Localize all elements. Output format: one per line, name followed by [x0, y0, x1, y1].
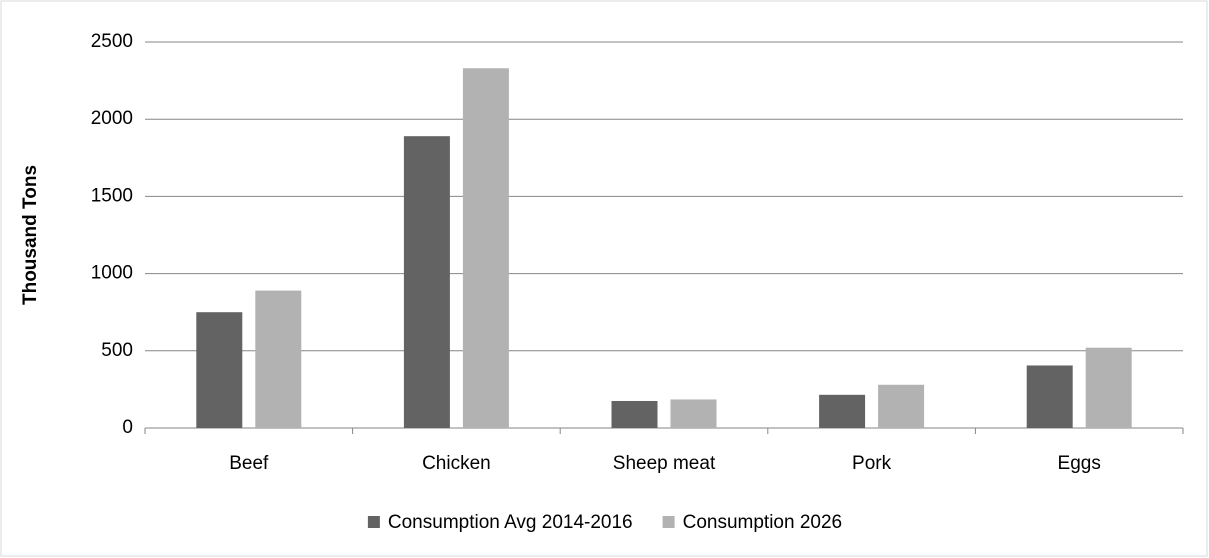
- x-tick-label: Sheep meat: [613, 453, 716, 474]
- bar: [403, 136, 450, 428]
- x-tick-label: Beef: [229, 453, 269, 474]
- y-axis-label: Thousand Tons: [20, 165, 41, 305]
- x-tick-label: Pork: [852, 453, 892, 474]
- y-tick-label: 1500: [91, 185, 133, 206]
- bar: [819, 394, 866, 428]
- bar: [878, 384, 925, 428]
- bar: [255, 290, 302, 428]
- bar: [1026, 365, 1073, 428]
- legend-swatch: [662, 516, 675, 528]
- y-tick-label: 2000: [91, 108, 133, 129]
- legend-swatch: [367, 516, 380, 528]
- y-tick-label: 2500: [91, 31, 133, 52]
- y-tick-label: 0: [122, 417, 133, 438]
- x-tick-label: Chicken: [422, 453, 491, 474]
- x-tick-label: Eggs: [1058, 453, 1101, 474]
- y-tick-label: 500: [101, 340, 133, 361]
- bar: [462, 68, 509, 429]
- bar: [1085, 347, 1132, 428]
- bar: [670, 399, 717, 428]
- bar: [611, 400, 658, 428]
- legend-label: Consumption Avg 2014-2016: [388, 512, 633, 533]
- legend-label: Consumption 2026: [683, 512, 843, 533]
- y-tick-label: 1000: [91, 263, 133, 284]
- bar: [196, 312, 243, 428]
